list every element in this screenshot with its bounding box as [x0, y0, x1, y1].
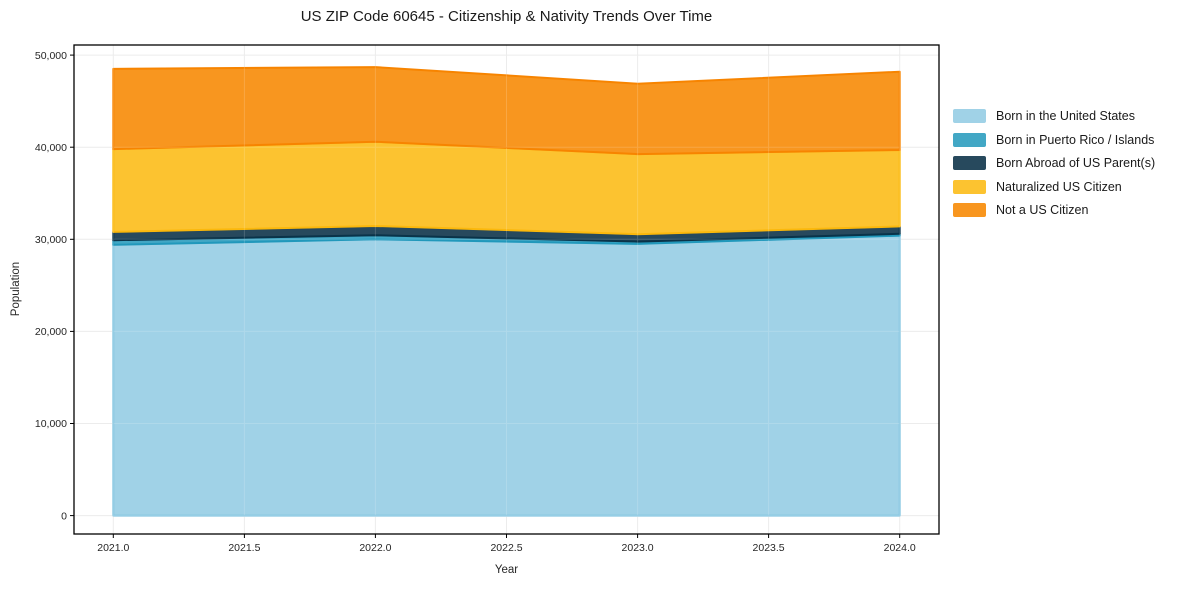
x-tick-label: 2022.0: [359, 542, 391, 554]
legend-item-naturalized-us-citizen: Naturalized US Citizen: [953, 179, 1155, 194]
legend-label: Not a US Citizen: [996, 203, 1089, 217]
x-tick-label: 2023.0: [622, 542, 654, 554]
x-axis-label: Year: [494, 564, 519, 576]
legend-swatch: [953, 203, 986, 217]
area-not-a-us-citizen: [112, 66, 901, 156]
legend-label: Born in the United States: [996, 109, 1135, 123]
legend-swatch: [953, 132, 986, 147]
y-tick-label: 30,000: [35, 234, 67, 246]
y-axis-label: Population: [10, 261, 22, 317]
x-tick-label: 2021.0: [97, 542, 129, 554]
x-tick-label: 2024.0: [884, 542, 916, 554]
y-tick-label: 50,000: [35, 50, 67, 62]
legend-item-born-abroad-of-us-parent-s: Born Abroad of US Parent(s): [953, 156, 1155, 170]
legend-swatch: [953, 156, 986, 170]
y-tick-label: 20,000: [35, 326, 67, 338]
legend: Born in the United States Born in Puerto …: [953, 109, 1155, 217]
y-tick-label: 40,000: [35, 142, 67, 154]
legend-label: Born in Puerto Rico / Islands: [996, 132, 1155, 147]
legend-item-born-in-puerto-rico-islands: Born in Puerto Rico / Islands: [953, 132, 1155, 147]
legend-label: Born Abroad of US Parent(s): [996, 156, 1156, 170]
chart-title: US ZIP Code 60645 - Citizenship & Nativi…: [300, 8, 713, 25]
legend-label: Naturalized US Citizen: [996, 179, 1122, 194]
x-tick-label: 2021.5: [228, 542, 260, 554]
legend-swatch: [953, 109, 986, 123]
y-tick-label: 10,000: [35, 418, 67, 430]
gridlines-overlay: [74, 45, 939, 534]
y-tick-label: 0: [61, 510, 67, 522]
legend-item-born-in-the-united-states: Born in the United States: [953, 109, 1155, 123]
legend-swatch: [953, 179, 986, 194]
x-tick-label: 2022.5: [490, 542, 522, 554]
legend-item-not-a-us-citizen: Not a US Citizen: [953, 203, 1155, 217]
x-tick-label: 2023.5: [753, 542, 785, 554]
